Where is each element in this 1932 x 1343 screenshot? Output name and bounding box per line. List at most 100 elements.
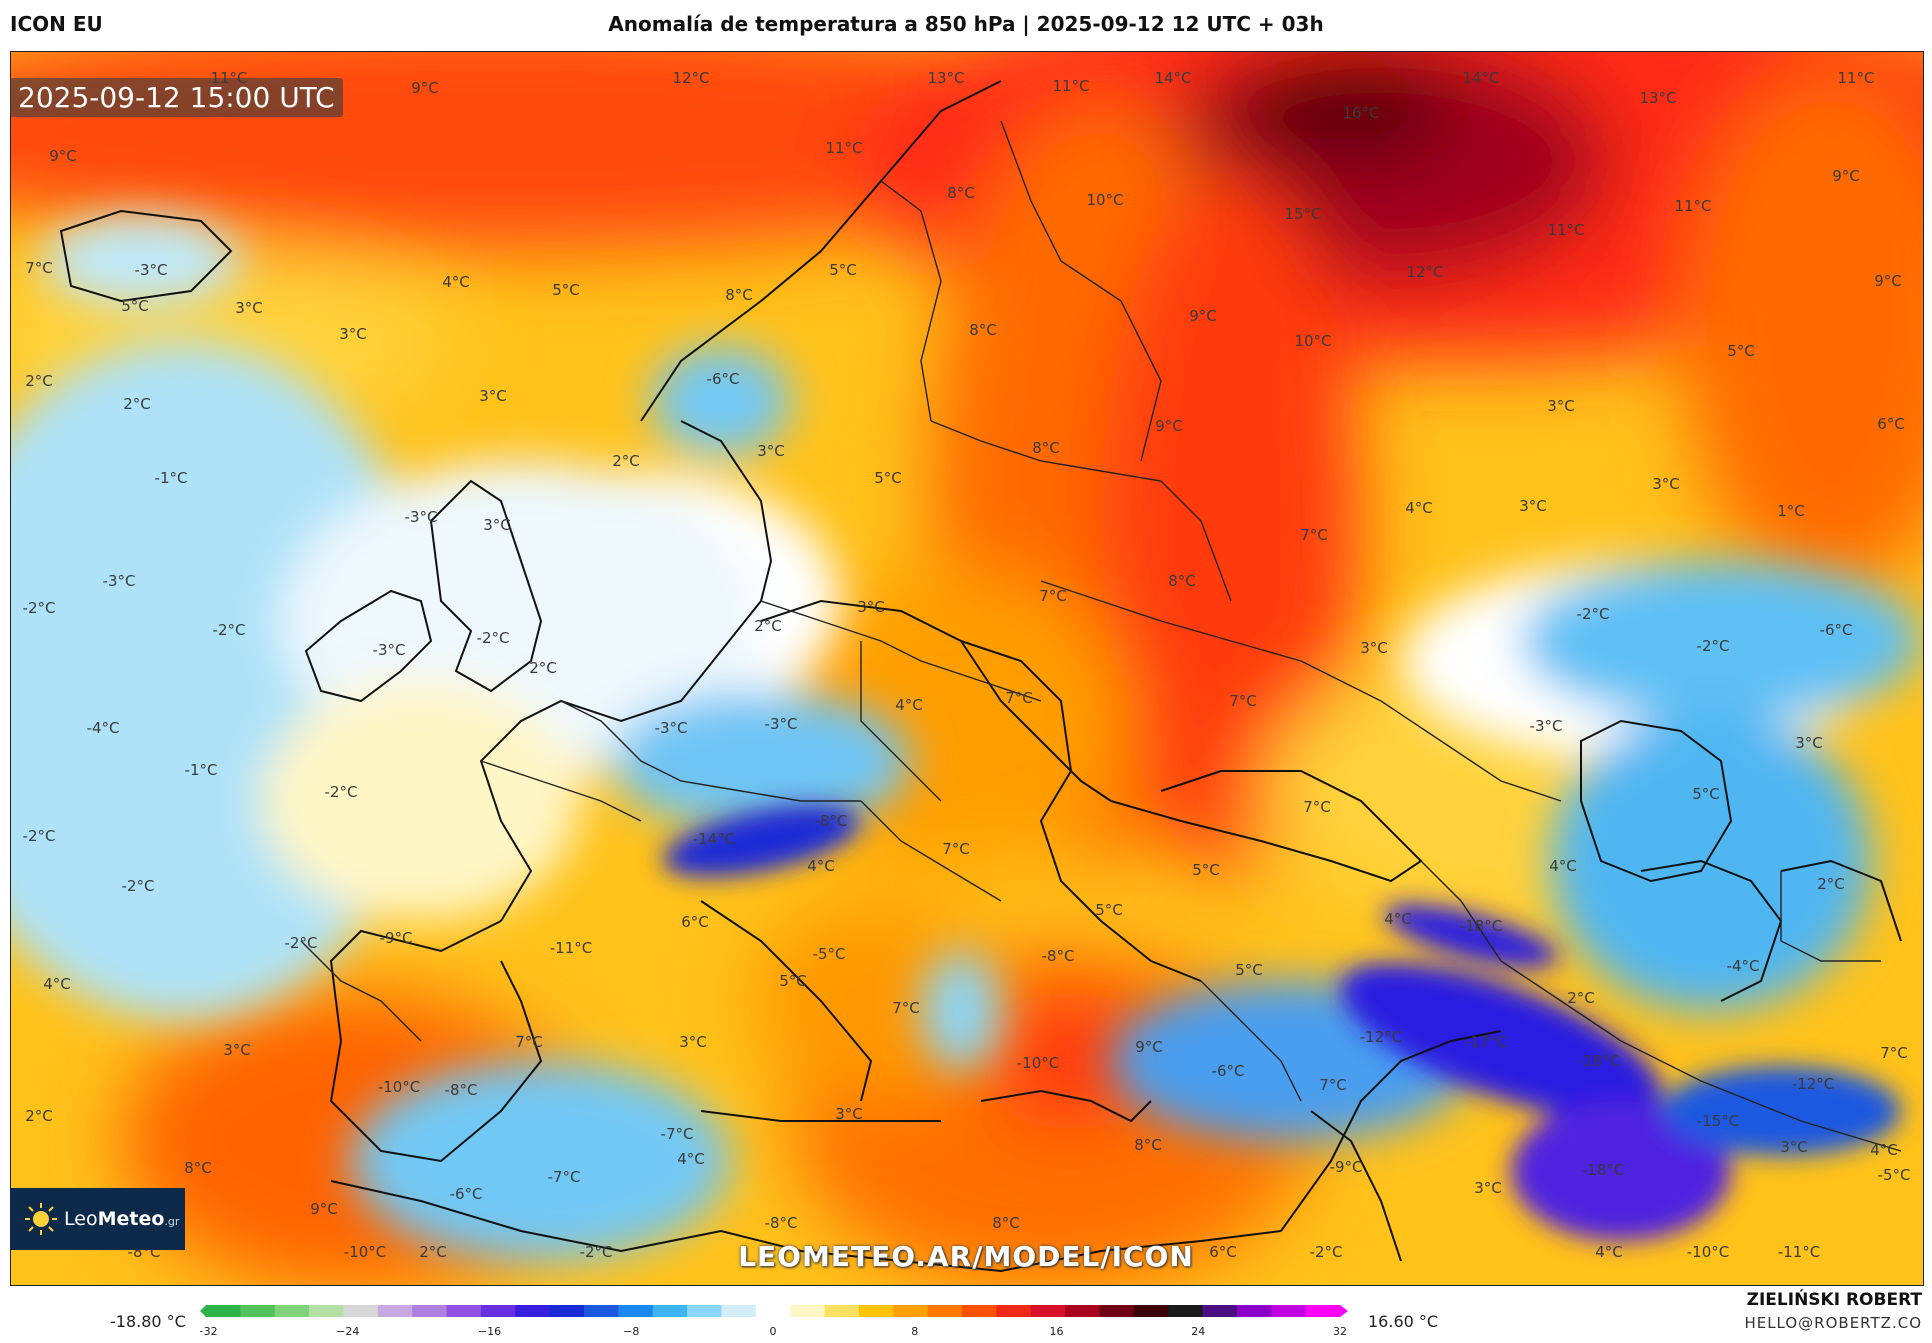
temperature-label: 3°C — [235, 299, 263, 317]
temperature-label: -5°C — [813, 945, 846, 963]
temperature-label: 8°C — [992, 1214, 1020, 1232]
colorbar-tick-label: −8 — [623, 1325, 639, 1338]
temperature-anomaly-map[interactable]: 11°C 9°C 12°C 13°C 11°C 14°C 14°C 13°C 11°C 16°C 9… — [10, 51, 1924, 1286]
temperature-label: -2°C — [1697, 637, 1730, 655]
temperature-label: -11°C — [550, 939, 592, 957]
temperature-label: 4°C — [677, 1150, 705, 1168]
country-borders — [300, 120, 1902, 1152]
temperature-label: -3°C — [373, 641, 406, 659]
colorbar-tick-label: −16 — [478, 1325, 501, 1338]
temperature-label: -2°C — [23, 827, 56, 845]
temperature-label: 9°C — [1135, 1038, 1163, 1056]
colorbar-tick-label: 0 — [770, 1325, 777, 1338]
temperature-label: -8°C — [765, 1214, 798, 1232]
temperature-label: 5°C — [779, 972, 807, 990]
colorbar-segment — [721, 1305, 757, 1317]
temperature-label: 4°C — [1384, 910, 1412, 928]
temperature-label: 3°C — [1795, 734, 1823, 752]
temperature-label: -8°C — [1042, 947, 1075, 965]
temperature-label: 3°C — [223, 1041, 251, 1059]
temperature-label: 7°C — [1039, 587, 1067, 605]
temperature-label: 1°C — [1777, 502, 1805, 520]
colorbar-tick-label: −32 — [200, 1325, 218, 1338]
colorbar-min-arrow — [200, 1305, 206, 1317]
temperature-label: 11°C — [1674, 197, 1711, 215]
colorbar-segment — [515, 1305, 551, 1317]
colorbar-segment — [206, 1305, 241, 1317]
temperature-label: 2°C — [612, 452, 640, 470]
temperature-label: 13°C — [927, 69, 964, 87]
temperature-label: 3°C — [857, 598, 885, 616]
temperature-label: -2°C — [285, 934, 318, 952]
temperature-label: -4°C — [1727, 957, 1760, 975]
warm-anomaly-field — [11, 52, 1923, 1285]
temperature-label: 9°C — [1832, 167, 1860, 185]
temperature-label: -11°C — [1778, 1243, 1820, 1261]
temperature-label: 15°C — [1284, 205, 1321, 223]
colorbar-segment — [343, 1305, 379, 1317]
temperature-label: 4°C — [1549, 857, 1577, 875]
temperature-label: 5°C — [1727, 342, 1755, 360]
temperature-label: 7°C — [1303, 798, 1331, 816]
temperature-label: 4°C — [1595, 1243, 1623, 1261]
temperature-label: 7°C — [1880, 1044, 1908, 1062]
temperature-label: 9°C — [49, 147, 77, 165]
temperature-label: 8°C — [1168, 572, 1196, 590]
colorbar-segment — [652, 1305, 688, 1317]
temperature-label: 7°C — [942, 840, 970, 858]
temperature-label: -2°C — [213, 621, 246, 639]
temperature-label: -3°C — [405, 508, 438, 526]
temperature-label: -6°C — [450, 1185, 483, 1203]
temperature-label: -2°C — [477, 629, 510, 647]
temperature-label: -6°C — [707, 370, 740, 388]
colorbar-segment — [1305, 1305, 1341, 1317]
temperature-label: 2°C — [25, 372, 53, 390]
temperature-label: -15°C — [1697, 1112, 1739, 1130]
colorbar-min-label: -18.80 °C — [110, 1312, 186, 1331]
colorbar-tick-label: 16 — [1050, 1325, 1064, 1338]
temperature-label: 16°C — [1342, 104, 1379, 122]
colorbar-segment — [549, 1305, 585, 1317]
temperature-label: 3°C — [1780, 1138, 1808, 1156]
temperature-label: -4°C — [87, 719, 120, 737]
temperature-label: -7°C — [661, 1125, 694, 1143]
temperature-label: -3°C — [765, 715, 798, 733]
leometeo-logo: LeoMeteo.gr — [10, 1188, 185, 1250]
temperature-label: 3°C — [1360, 639, 1388, 657]
temperature-label: 4°C — [895, 696, 923, 714]
colorbar-segment — [893, 1305, 929, 1317]
temperature-label: -2°C — [122, 877, 155, 895]
temperature-label: 3°C — [1519, 497, 1547, 515]
temperature-label: 11°C — [1547, 221, 1584, 239]
temperature-label: 9°C — [310, 1200, 338, 1218]
colorbar-segment — [927, 1305, 963, 1317]
colorbar-segment — [996, 1305, 1032, 1317]
temperature-label: 7°C — [1319, 1076, 1347, 1094]
temperature-label: -17°C — [1465, 1033, 1507, 1051]
colorbar-segment — [755, 1305, 791, 1317]
page-title: Anomalía de temperatura a 850 hPa | 2025… — [608, 12, 1324, 36]
temperature-label: 9°C — [1189, 307, 1217, 325]
temperature-label: 10°C — [1294, 332, 1331, 350]
temperature-label: -6°C — [1820, 621, 1853, 639]
temperature-label: -14°C — [693, 830, 735, 848]
temperature-label: 9°C — [1155, 417, 1183, 435]
temperature-label: 6°C — [1877, 415, 1905, 433]
temperature-label: 14°C — [1154, 69, 1191, 87]
colorbar-segment — [824, 1305, 860, 1317]
colorbar-segment — [962, 1305, 997, 1317]
temperature-label: -18°C — [1578, 1052, 1620, 1070]
temperature-label: -18°C — [1582, 1161, 1624, 1179]
temperature-label: 3°C — [483, 516, 511, 534]
temperature-label: 5°C — [874, 469, 902, 487]
temperature-label: 2°C — [419, 1243, 447, 1261]
colorbar-segment — [790, 1305, 826, 1317]
colorbar-segment — [1133, 1305, 1169, 1317]
temperature-label: -8°C — [815, 812, 848, 830]
author-email: HELLO@ROBERTZ.CO — [1744, 1314, 1922, 1332]
temperature-label: -10°C — [344, 1243, 386, 1261]
temperature-label: -9°C — [380, 929, 413, 947]
temperature-label: 11°C — [1052, 77, 1089, 95]
temperature-label: -5°C — [1878, 1166, 1911, 1184]
colorbar-segment — [858, 1305, 894, 1317]
